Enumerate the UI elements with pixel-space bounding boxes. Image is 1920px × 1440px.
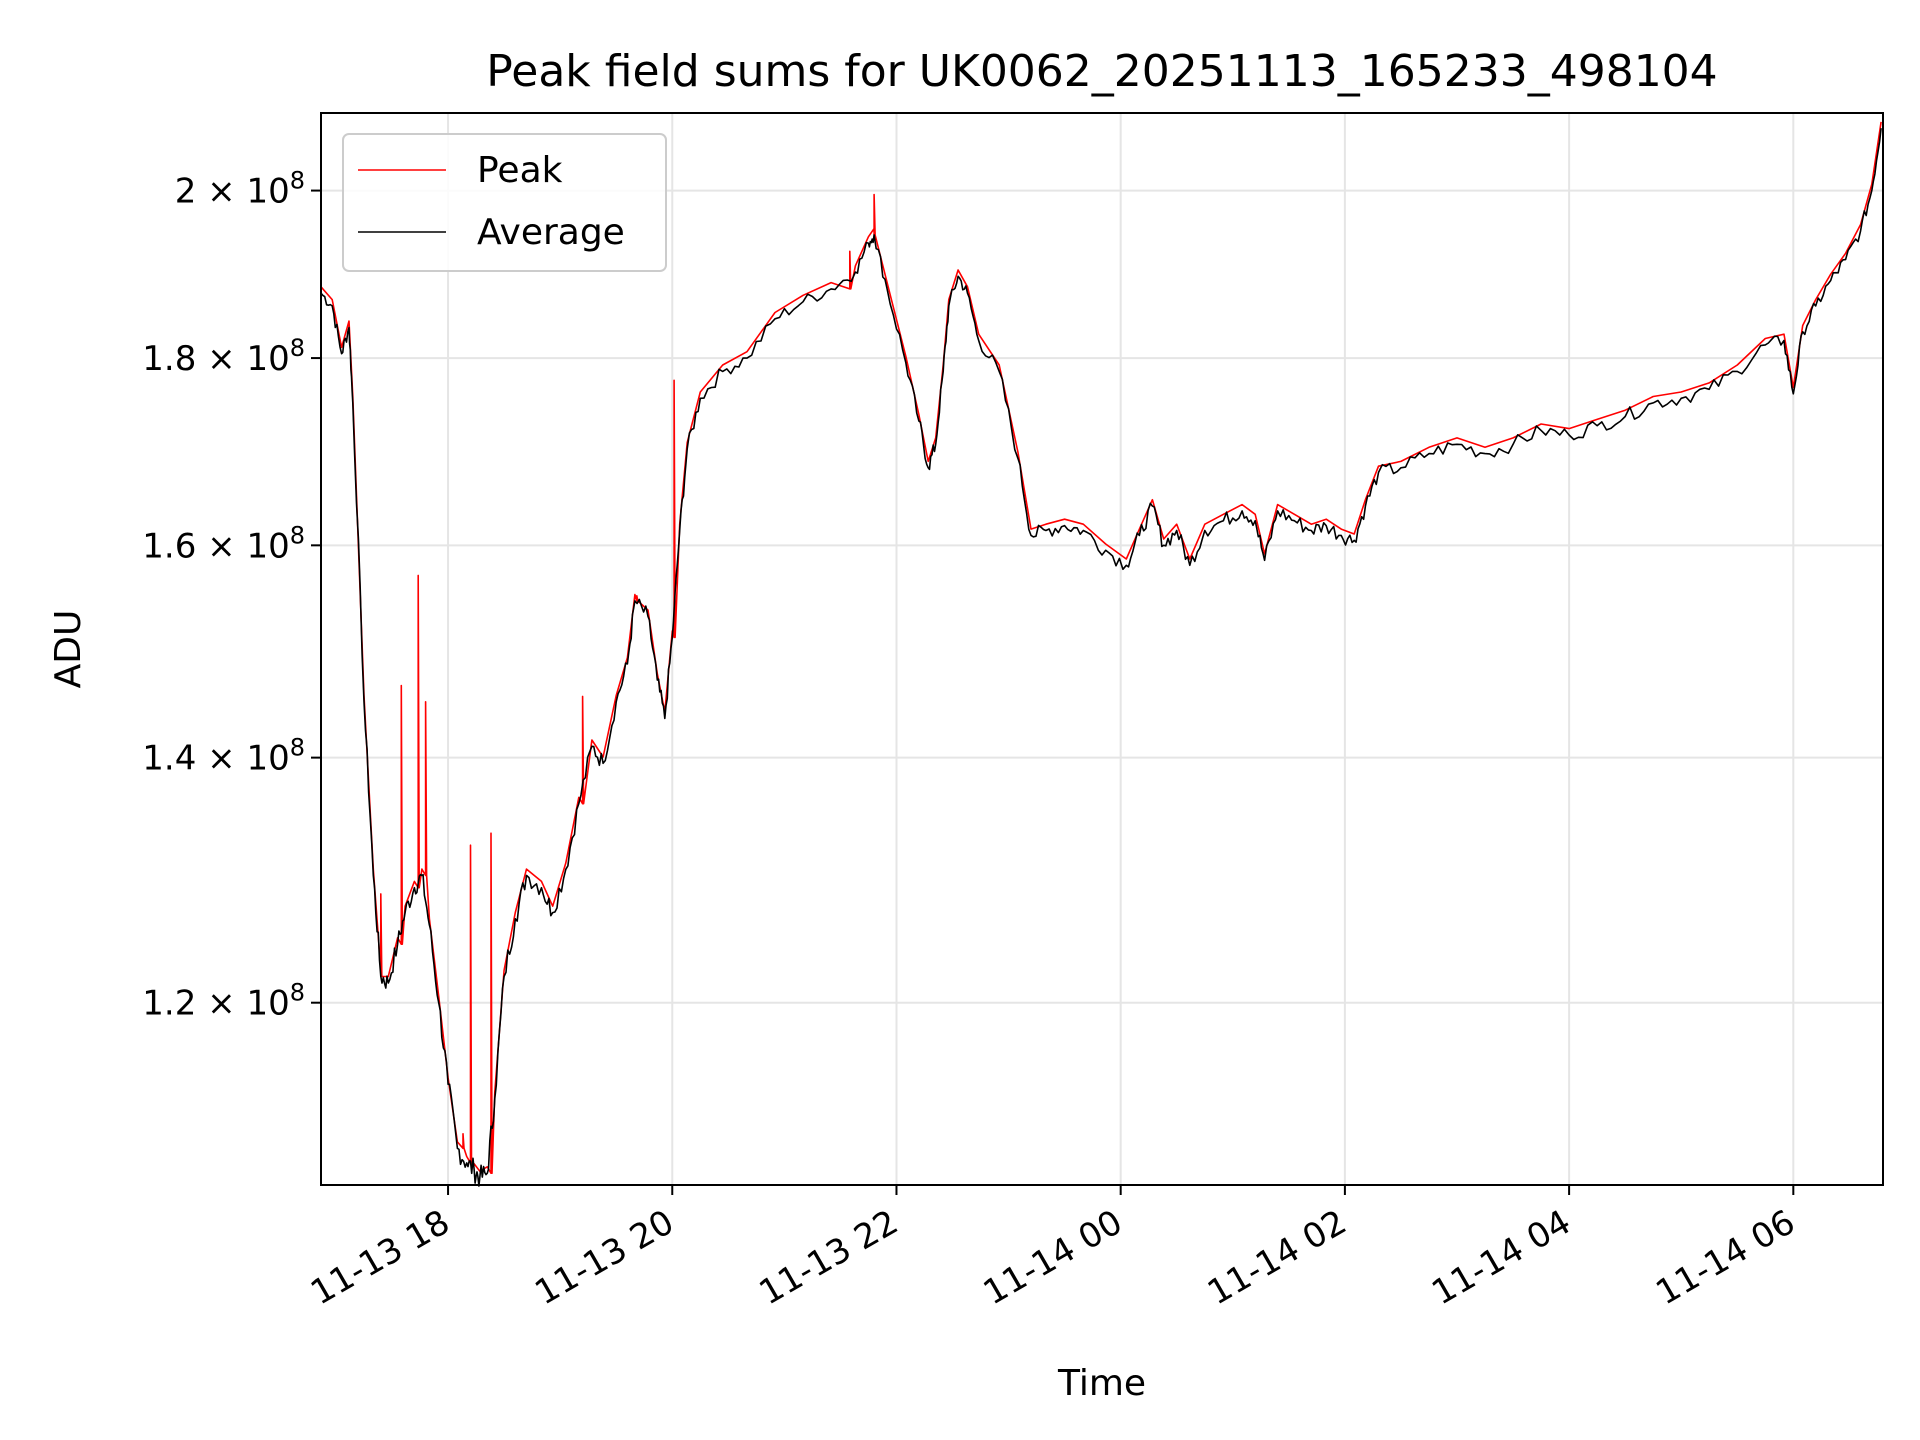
series-line-peak [320, 121, 1882, 1174]
plot-lines [320, 121, 1882, 1187]
y-tick-label: 1.2 × 108 [142, 979, 305, 1024]
axes-frame [320, 112, 1884, 1186]
y-tick-label: 1.4 × 108 [142, 734, 305, 779]
y-axis-label: ADU [48, 610, 89, 689]
legend: Peak Average [342, 133, 667, 272]
legend-label-peak: Peak [477, 150, 563, 191]
y-axis-ticks: 1.2 × 108 1.4 × 108 1.6 × 108 1.8 × 108 2 × … [142, 167, 321, 1024]
y-tick-label: 1.8 × 108 [142, 334, 305, 379]
y-tick-label: 2 × 108 [175, 167, 305, 212]
legend-box [342, 133, 667, 272]
y-tick-label: 1.6 × 108 [142, 521, 305, 566]
x-axis-label: Time [1057, 1363, 1146, 1404]
series-line-average [320, 128, 1882, 1187]
legend-label-average: Average [477, 212, 625, 253]
chart-title: Peak field sums for UK0062_20251113_1652… [486, 46, 1717, 97]
